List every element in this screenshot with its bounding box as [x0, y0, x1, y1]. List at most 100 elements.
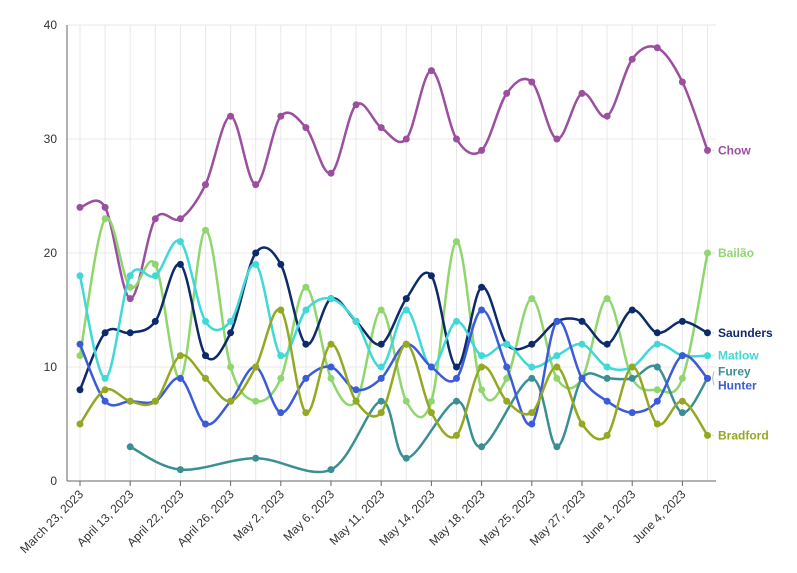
data-point-chow[interactable] — [402, 135, 410, 143]
data-point-chow[interactable] — [678, 78, 686, 86]
data-point-hunter[interactable] — [277, 409, 285, 417]
data-point-bailao[interactable] — [126, 283, 134, 291]
data-point-furey[interactable] — [453, 397, 460, 405]
data-point-bailao[interactable] — [453, 238, 460, 246]
data-point-bradford[interactable] — [503, 397, 511, 405]
data-point-saunders[interactable] — [704, 329, 711, 337]
data-point-hunter[interactable] — [503, 363, 511, 371]
data-point-bradford[interactable] — [227, 397, 235, 405]
data-point-matlow[interactable] — [352, 317, 360, 325]
data-point-matlow[interactable] — [76, 272, 84, 280]
data-point-saunders[interactable] — [453, 363, 460, 371]
data-point-chow[interactable] — [553, 135, 561, 143]
data-point-saunders[interactable] — [126, 329, 134, 337]
data-point-furey[interactable] — [402, 454, 410, 462]
data-point-furey[interactable] — [678, 409, 686, 417]
data-point-bradford[interactable] — [76, 420, 84, 428]
data-point-bailao[interactable] — [478, 386, 486, 394]
data-point-matlow[interactable] — [202, 317, 209, 325]
data-point-chow[interactable] — [302, 124, 310, 132]
data-point-hunter[interactable] — [478, 306, 486, 314]
data-point-hunter[interactable] — [528, 420, 536, 428]
data-point-saunders[interactable] — [151, 317, 159, 325]
data-point-saunders[interactable] — [302, 340, 310, 348]
data-point-matlow[interactable] — [277, 352, 285, 360]
data-point-bradford[interactable] — [126, 397, 134, 405]
data-point-hunter[interactable] — [453, 374, 460, 382]
data-point-matlow[interactable] — [176, 238, 184, 246]
data-point-saunders[interactable] — [678, 317, 686, 325]
data-point-matlow[interactable] — [503, 340, 511, 348]
data-point-matlow[interactable] — [402, 306, 410, 314]
data-point-saunders[interactable] — [377, 340, 385, 348]
data-point-bradford[interactable] — [603, 431, 611, 439]
data-point-saunders[interactable] — [603, 340, 611, 348]
data-point-matlow[interactable] — [653, 340, 661, 348]
data-point-furey[interactable] — [528, 374, 536, 382]
data-point-saunders[interactable] — [202, 352, 209, 360]
data-point-matlow[interactable] — [302, 306, 310, 314]
data-point-matlow[interactable] — [227, 317, 235, 325]
data-point-hunter[interactable] — [704, 374, 711, 382]
data-point-hunter[interactable] — [678, 352, 686, 360]
data-point-furey[interactable] — [176, 466, 184, 474]
data-point-bradford[interactable] — [252, 363, 260, 371]
data-point-chow[interactable] — [101, 203, 109, 211]
data-point-hunter[interactable] — [553, 317, 561, 325]
data-point-saunders[interactable] — [578, 317, 586, 325]
data-point-bradford[interactable] — [553, 363, 561, 371]
data-point-bradford[interactable] — [478, 363, 486, 371]
data-point-hunter[interactable] — [628, 409, 636, 417]
data-point-hunter[interactable] — [427, 363, 435, 371]
data-point-furey[interactable] — [603, 374, 611, 382]
data-point-hunter[interactable] — [352, 386, 360, 394]
data-point-bradford[interactable] — [653, 420, 661, 428]
data-point-bradford[interactable] — [202, 374, 209, 382]
data-point-matlow[interactable] — [453, 317, 460, 325]
data-point-hunter[interactable] — [76, 340, 84, 348]
data-point-saunders[interactable] — [227, 329, 235, 337]
data-point-chow[interactable] — [653, 44, 661, 52]
data-point-matlow[interactable] — [101, 374, 109, 382]
data-point-bailao[interactable] — [302, 283, 310, 291]
data-point-bailao[interactable] — [553, 374, 561, 382]
data-point-chow[interactable] — [427, 67, 435, 75]
data-point-hunter[interactable] — [202, 420, 209, 428]
data-point-hunter[interactable] — [603, 397, 611, 405]
data-point-chow[interactable] — [151, 215, 159, 223]
data-point-chow[interactable] — [252, 181, 260, 189]
data-point-bradford[interactable] — [176, 352, 184, 360]
data-point-bailao[interactable] — [653, 386, 661, 394]
data-point-saunders[interactable] — [252, 249, 260, 257]
data-point-chow[interactable] — [503, 89, 511, 97]
data-point-matlow[interactable] — [377, 363, 385, 371]
data-point-matlow[interactable] — [528, 363, 536, 371]
data-point-matlow[interactable] — [704, 352, 711, 360]
data-point-chow[interactable] — [453, 135, 460, 143]
data-point-bradford[interactable] — [352, 397, 360, 405]
data-point-hunter[interactable] — [327, 363, 335, 371]
data-point-bailao[interactable] — [277, 374, 285, 382]
data-point-chow[interactable] — [578, 89, 586, 97]
data-point-bradford[interactable] — [528, 409, 536, 417]
data-point-saunders[interactable] — [277, 260, 285, 268]
data-point-hunter[interactable] — [653, 397, 661, 405]
data-point-chow[interactable] — [478, 146, 486, 154]
data-point-chow[interactable] — [126, 295, 134, 303]
data-point-bailao[interactable] — [151, 260, 159, 268]
data-point-bradford[interactable] — [678, 397, 686, 405]
data-point-saunders[interactable] — [402, 295, 410, 303]
data-point-bradford[interactable] — [302, 409, 310, 417]
data-point-furey[interactable] — [553, 443, 561, 451]
data-point-bradford[interactable] — [151, 397, 159, 405]
data-point-furey[interactable] — [126, 443, 134, 451]
data-point-bailao[interactable] — [402, 397, 410, 405]
data-point-bradford[interactable] — [402, 340, 410, 348]
data-point-hunter[interactable] — [578, 374, 586, 382]
data-point-bradford[interactable] — [101, 386, 109, 394]
data-point-bailao[interactable] — [704, 249, 711, 257]
data-point-bailao[interactable] — [603, 295, 611, 303]
data-point-bailao[interactable] — [202, 226, 209, 234]
data-point-matlow[interactable] — [252, 260, 260, 268]
data-point-bailao[interactable] — [528, 295, 536, 303]
